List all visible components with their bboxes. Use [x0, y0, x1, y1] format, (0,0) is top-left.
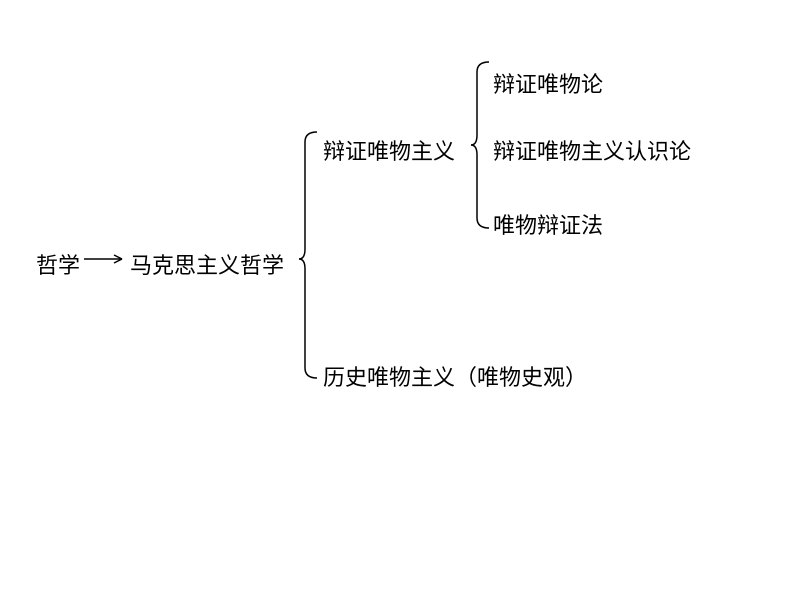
node-dialectical-epistemology: 辩证唯物主义认识论	[493, 134, 691, 166]
node-dialectical-ontology: 辩证唯物论	[493, 67, 603, 99]
diagram-canvas	[0, 0, 800, 600]
node-marxist-philosophy: 马克思主义哲学	[130, 248, 284, 280]
node-materialist-dialectics: 唯物辩证法	[493, 208, 603, 240]
node-philosophy: 哲学	[36, 248, 80, 280]
node-dialectical-materialism: 辩证唯物主义	[323, 134, 455, 166]
node-historical-materialism: 历史唯物主义（唯物史观）	[323, 360, 587, 392]
